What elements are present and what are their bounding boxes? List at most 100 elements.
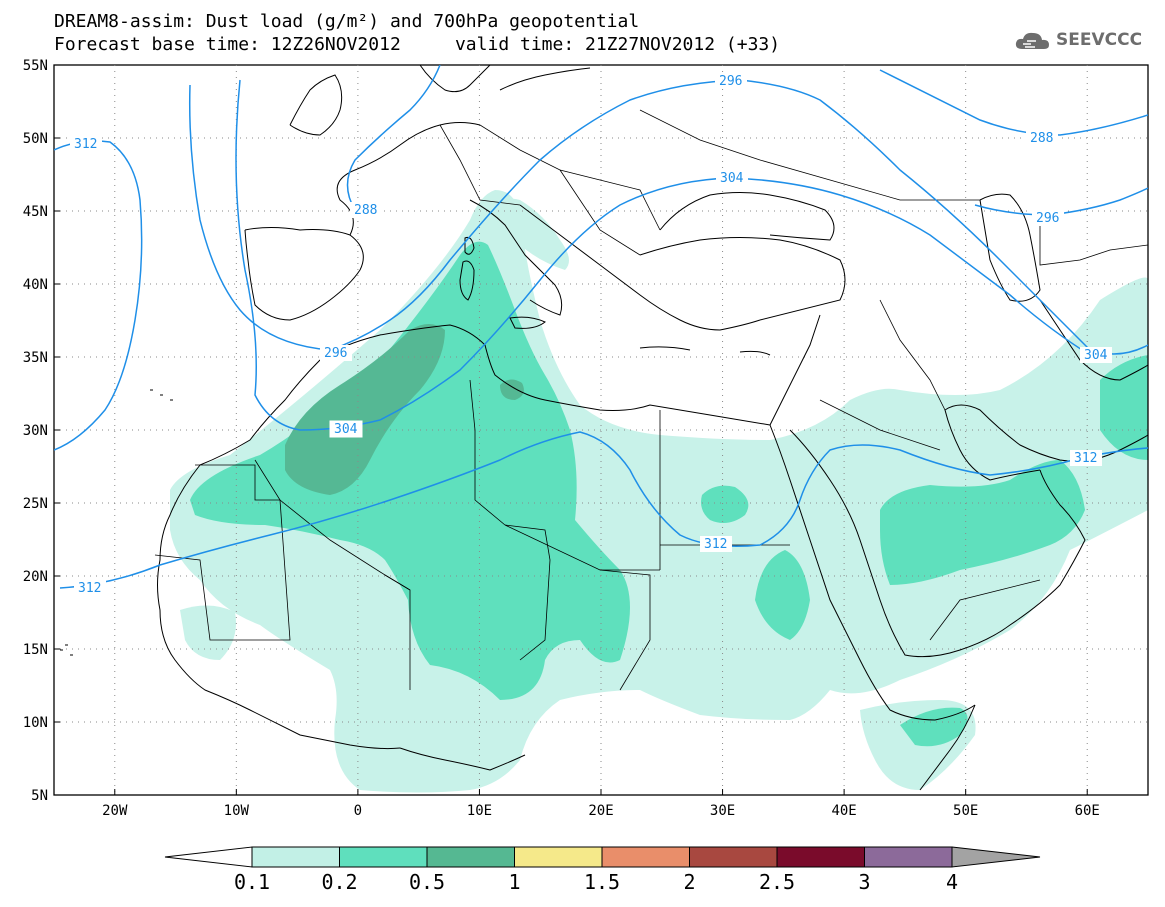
lat-label: 40N bbox=[23, 277, 48, 293]
dust-area-medium-egypt bbox=[701, 485, 749, 524]
contour-label-312-a: 312 bbox=[74, 137, 97, 152]
lon-label: 20E bbox=[588, 803, 613, 819]
border-europe-3 bbox=[559, 169, 641, 256]
colorbar-tick-label: 2 bbox=[683, 870, 695, 894]
colorbar-box bbox=[689, 846, 778, 868]
lat-label: 15N bbox=[23, 642, 48, 658]
colorbar-tick-label: 0.5 bbox=[409, 870, 445, 894]
dust-area-dark-libya bbox=[500, 379, 524, 400]
colorbar-box bbox=[864, 846, 953, 868]
dust-area-medium-arabia bbox=[880, 460, 1085, 585]
coast-arabia bbox=[789, 429, 1086, 658]
dust-area-medium-iran bbox=[1100, 355, 1148, 460]
coast-turkey bbox=[639, 237, 846, 321]
border-saudi-yemen bbox=[929, 579, 1041, 641]
colorbar-upper-triangle bbox=[951, 846, 1041, 868]
coast-crete bbox=[639, 346, 691, 351]
contour-288-east bbox=[879, 69, 1148, 136]
cloud-icon bbox=[1015, 32, 1049, 49]
border-europe-1 bbox=[479, 124, 661, 231]
border-algeria-libya bbox=[469, 379, 506, 526]
contour-label-304-a: 304 bbox=[334, 422, 358, 437]
contour-288-uk bbox=[346, 65, 441, 211]
contour-312-west bbox=[54, 140, 143, 451]
lat-label: 45N bbox=[23, 204, 48, 220]
dust-area-light-west bbox=[180, 605, 236, 660]
lon-label: 20W bbox=[102, 803, 128, 819]
coast-cyprus bbox=[739, 350, 771, 356]
coast-cape-verde bbox=[60, 644, 73, 656]
coast-nw-africa bbox=[157, 359, 401, 750]
contour-label-304-b: 304 bbox=[720, 171, 744, 186]
coast-balkans bbox=[519, 204, 761, 331]
lat-label: 55N bbox=[23, 58, 48, 74]
lon-label: 50E bbox=[953, 803, 978, 819]
contour-label-296-b: 296 bbox=[719, 74, 742, 89]
colorbar-tick-label: 0.2 bbox=[321, 870, 357, 894]
lon-label: 60E bbox=[1075, 803, 1100, 819]
lon-label: 40E bbox=[831, 803, 856, 819]
coast-gulf-guinea bbox=[399, 747, 526, 771]
lat-label: 30N bbox=[23, 423, 48, 439]
coast-baltic bbox=[499, 67, 591, 91]
lat-label: 50N bbox=[23, 131, 48, 147]
colorbar-tick-label: 0.1 bbox=[234, 870, 270, 894]
border-russia bbox=[639, 109, 980, 201]
coast-iberia bbox=[244, 227, 364, 321]
border-saudi-iraq bbox=[819, 399, 941, 451]
border-chad-sudan bbox=[599, 569, 651, 691]
contour-label-312-c: 312 bbox=[704, 537, 727, 552]
coast-italy bbox=[469, 199, 563, 316]
contour-label-288-b: 288 bbox=[1030, 131, 1053, 146]
lon-label: 0 bbox=[354, 803, 362, 819]
dust-area-medium-main bbox=[190, 241, 630, 700]
colorbar-tick-label: 1.5 bbox=[584, 870, 620, 894]
latitude-labels: 55N 50N 45N 40N 35N 30N 25N 20N 15N 10N 5N bbox=[23, 58, 60, 804]
contour-label-288-a: 288 bbox=[354, 203, 377, 218]
contour-label-312-d: 312 bbox=[78, 581, 101, 596]
country-borders bbox=[154, 109, 1148, 691]
map-title-line2: Forecast base time: 12Z26NOV2012 valid t… bbox=[54, 34, 781, 55]
lat-label: 5N bbox=[31, 788, 48, 804]
dust-area-medium-somalia bbox=[900, 707, 968, 747]
lon-label: 30E bbox=[710, 803, 735, 819]
contour-296-west bbox=[188, 79, 1148, 355]
coast-iran bbox=[1039, 299, 1148, 381]
colorbar-box bbox=[426, 846, 515, 868]
logo-text: SEEVCCC bbox=[1056, 30, 1143, 50]
contour-label-312-b: 312 bbox=[1074, 451, 1097, 466]
border-central-asia bbox=[1039, 215, 1148, 266]
contour-labels: 312 288 296 304 296 304 288 296 304 312 … bbox=[70, 73, 1112, 596]
lat-label: 25N bbox=[23, 496, 48, 512]
coast-canary-islands bbox=[150, 389, 173, 401]
colorbar-box bbox=[776, 846, 865, 868]
colorbar-lower-triangle bbox=[164, 846, 253, 868]
border-mali-niger bbox=[384, 574, 411, 690]
coast-black-sea bbox=[659, 192, 835, 241]
border-niger-chad bbox=[504, 524, 551, 661]
coast-horn bbox=[919, 704, 976, 791]
coast-north-africa bbox=[319, 324, 771, 426]
seevccc-logo: SEEVCCC bbox=[1014, 28, 1142, 52]
lat-label: 35N bbox=[23, 350, 48, 366]
contour-304 bbox=[235, 79, 1091, 431]
colorbar-tick-label: 4 bbox=[946, 870, 958, 894]
contour-label-296-c: 296 bbox=[1036, 211, 1059, 226]
coast-red-sea-west bbox=[769, 424, 976, 721]
border-mauritania bbox=[154, 464, 291, 641]
coast-scandinavia bbox=[419, 65, 491, 93]
lon-label: 10W bbox=[224, 803, 250, 819]
colorbar-tick-label: 3 bbox=[858, 870, 870, 894]
map-title-line1: DREAM8-assim: Dust load (g/m²) and 700hP… bbox=[54, 11, 640, 32]
coast-sardinia bbox=[459, 260, 475, 301]
contour-label-296-a: 296 bbox=[324, 346, 347, 361]
contour-312-main bbox=[59, 431, 1148, 589]
lon-label: 10E bbox=[467, 803, 492, 819]
coast-mediterranean-east bbox=[769, 314, 821, 426]
coast-france bbox=[336, 122, 481, 236]
dust-area-light-europe bbox=[500, 198, 569, 270]
contour-296-east bbox=[974, 187, 1148, 216]
coast-caspian bbox=[979, 193, 1041, 302]
dust-area-medium-sudan bbox=[755, 550, 810, 640]
